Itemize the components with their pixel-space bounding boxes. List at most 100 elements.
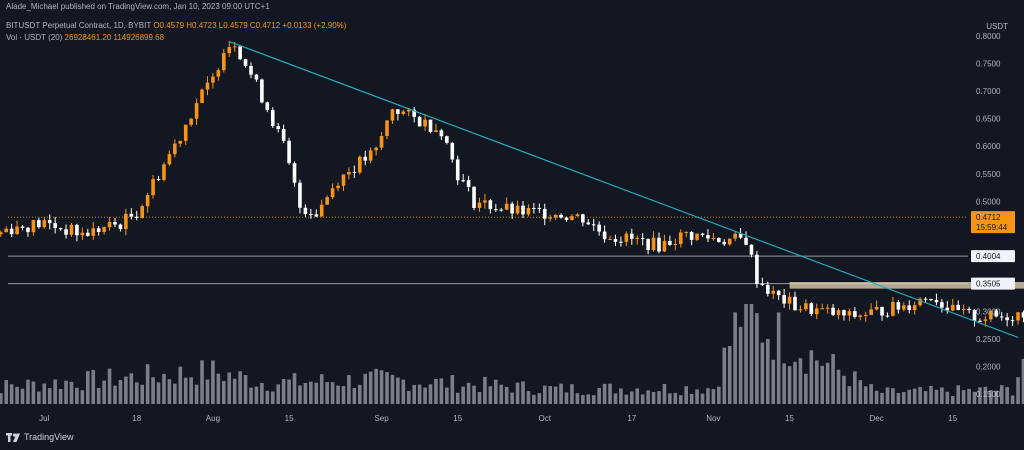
volume-bar xyxy=(755,313,759,404)
volume-bar xyxy=(923,391,928,404)
candle-body xyxy=(668,240,672,245)
volume-bar xyxy=(26,379,30,404)
volume-bar xyxy=(689,393,694,404)
volume-bar xyxy=(64,380,68,404)
candle-body xyxy=(102,227,106,232)
volume-bar xyxy=(880,392,884,404)
y-tick-label: 0.5500 xyxy=(976,170,1001,179)
volume-bar xyxy=(145,364,150,404)
volume-bar xyxy=(727,346,732,404)
candle-body xyxy=(945,307,950,311)
volume-bar xyxy=(53,379,57,404)
candle-body xyxy=(249,65,253,75)
brand-label: TradingView xyxy=(24,432,74,442)
volume-bar xyxy=(363,373,368,404)
volume-bar xyxy=(183,377,188,404)
volume-bar xyxy=(804,373,808,404)
candle-body xyxy=(553,214,558,218)
candle-body xyxy=(64,229,68,235)
candle-body xyxy=(836,310,841,315)
candle-body xyxy=(466,180,471,187)
volume-bar xyxy=(744,304,748,404)
volume-bar xyxy=(581,395,585,404)
candle-body xyxy=(689,231,694,240)
tradingview-footer[interactable]: TradingView xyxy=(6,432,74,442)
volume-bar xyxy=(102,380,106,404)
volume-bar xyxy=(858,380,863,404)
volume-bar xyxy=(314,382,319,404)
candle-body xyxy=(151,179,155,196)
candle-body xyxy=(412,109,416,117)
candle-body xyxy=(564,217,569,220)
volume-bar xyxy=(265,390,270,404)
volume-bar xyxy=(31,381,36,404)
candle-body xyxy=(211,76,215,83)
candle-body xyxy=(646,238,650,250)
candle-body xyxy=(401,111,406,114)
x-tick-label: Nov xyxy=(706,414,720,423)
candle-body xyxy=(532,207,536,209)
candle-body xyxy=(847,311,852,316)
candle-body xyxy=(363,156,368,161)
volume-bar xyxy=(836,369,841,404)
candle-body xyxy=(591,224,596,226)
volume-bar xyxy=(950,395,955,404)
volume-bar xyxy=(325,382,329,404)
level-price-label: 0.4004 xyxy=(976,252,1001,261)
candle-body xyxy=(727,238,732,245)
volume-bar xyxy=(37,391,41,404)
highlight-zone xyxy=(789,282,1024,289)
candle-body xyxy=(820,308,824,310)
candle-body xyxy=(58,228,63,230)
volume-bar xyxy=(575,393,580,404)
candle-body xyxy=(434,130,438,133)
volume-bar xyxy=(249,387,253,404)
volume-bar xyxy=(227,372,232,404)
candle-body xyxy=(912,305,917,311)
volume-bar xyxy=(445,387,449,404)
candle-body xyxy=(706,235,710,239)
countdown-label: 15:59:44 xyxy=(976,223,1008,232)
candle-body xyxy=(309,214,313,216)
volume-bar xyxy=(434,378,438,404)
volume-bar xyxy=(488,386,493,404)
volume-bar xyxy=(232,378,237,404)
volume-bar xyxy=(809,350,814,404)
volume-bar xyxy=(668,393,672,404)
volume-bar xyxy=(417,384,422,404)
volume-bar xyxy=(559,383,563,404)
x-tick-label: Oct xyxy=(539,414,552,423)
volume-bar xyxy=(532,394,536,404)
volume-bar xyxy=(510,392,514,404)
volume-bar xyxy=(945,391,950,404)
candle-body xyxy=(265,102,270,110)
candle-body xyxy=(173,143,177,155)
volume-bar xyxy=(129,373,134,404)
candle-body xyxy=(53,223,57,229)
candle-body xyxy=(488,200,493,210)
volume-bar xyxy=(173,383,177,404)
symbol-name[interactable]: BITUSDT Perpetual Contract, 1D, BYBIT xyxy=(6,21,152,30)
volume-bar xyxy=(80,390,85,404)
candle-body xyxy=(379,136,384,148)
volume-label[interactable]: Vol · USDT (20) xyxy=(6,33,63,42)
level-price-tag xyxy=(971,277,1015,290)
candle-body xyxy=(619,241,623,243)
candle-body xyxy=(9,228,14,235)
candle-body xyxy=(96,228,101,232)
candle-body xyxy=(613,238,618,242)
candle-body xyxy=(472,186,476,208)
volume-bar xyxy=(423,387,427,404)
volume-bar xyxy=(597,387,601,404)
volume-bar xyxy=(113,385,117,404)
volume-bar xyxy=(270,391,275,404)
candle-body xyxy=(227,47,232,54)
volume-bar xyxy=(238,371,242,404)
candle-body xyxy=(673,244,678,246)
candle-body xyxy=(967,308,971,310)
volume-bar xyxy=(820,365,824,404)
volume-bar xyxy=(831,353,835,404)
candle-body xyxy=(978,320,982,322)
change-value: +0.0133 (+2.90%) xyxy=(282,21,347,30)
